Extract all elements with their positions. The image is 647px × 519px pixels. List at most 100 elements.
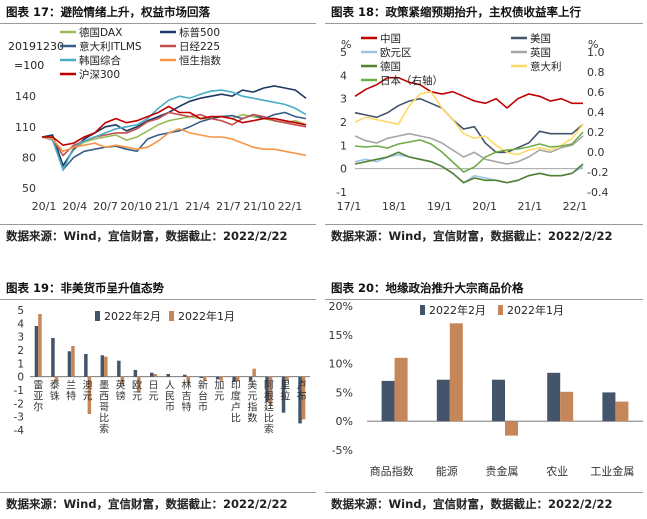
bar: [87, 376, 92, 414]
chart-title: 图表 18：政策紧缩预期抬升，主权债收益率上行: [331, 5, 582, 19]
bar: [51, 338, 55, 377]
bar: [38, 314, 42, 377]
title-underline: [0, 299, 316, 300]
y-tick-label: -1: [14, 385, 24, 397]
y-tick-label: 0: [17, 372, 24, 384]
x-tick-label: 20/1: [32, 200, 57, 213]
x-tick-label: 20/7: [93, 200, 118, 213]
series-line: [41, 89, 307, 172]
source-overline: [0, 492, 316, 493]
y-tick-label: 20%: [329, 300, 353, 313]
y2-tick-label: 0.0: [587, 146, 605, 159]
bar: [153, 374, 157, 377]
title-underline: [325, 299, 643, 300]
legend-label: 意大利ITLMS: [79, 40, 142, 53]
bar: [84, 354, 88, 377]
legend-label: 中国: [380, 32, 401, 45]
x-category-label: 加元: [214, 380, 224, 403]
bar: [34, 326, 39, 377]
legend-label: 德国: [380, 60, 401, 73]
y-tick-label: 140: [15, 90, 36, 103]
series-line: [354, 76, 583, 110]
y2-tick-label: -0.4: [587, 186, 608, 199]
bar: [394, 357, 408, 422]
x-category-label: 澳元: [83, 379, 93, 403]
x-tick-label: 21/1: [517, 200, 542, 213]
x-tick-label: 21/4: [185, 200, 210, 213]
bar: [54, 376, 59, 382]
series-line: [354, 131, 584, 173]
x-category-label: 能源: [436, 464, 458, 478]
y2-tick-label: 0.8: [587, 66, 605, 79]
bar: [137, 376, 141, 393]
y-tick-label: -4: [14, 425, 25, 437]
chart-19-plot: -4-3 -2-10 123 45 雷亚尔泰铢兰特澳元墨西哥比索英镑欧元日元人民币林吉特…: [14, 305, 310, 437]
x-category-label: 新台币: [198, 379, 208, 414]
bar: [71, 346, 75, 377]
chart-panel-18: 图表 18：政策紧缩预期抬升，主权债收益率上行 -1 0 1 2 3 4 5 -0.4 -0.2…: [325, 0, 647, 250]
bar: [602, 392, 616, 422]
y-tick-label: 0%: [336, 415, 353, 428]
legend-label: 沪深300: [79, 68, 120, 81]
y-tick-label: 4: [17, 318, 24, 330]
bar: [436, 379, 450, 422]
x-tick-label: 21/10: [243, 200, 275, 213]
legend-label: 日本（右轴）: [380, 74, 443, 87]
x-tick-label: 18/1: [382, 200, 407, 213]
chart-source: 数据来源：Wind，宜信财富，数据截止：2022/2/22: [6, 497, 288, 511]
bar: [232, 376, 236, 382]
y-tick-label: 10%: [329, 358, 353, 371]
left-unit-label: %: [341, 38, 351, 51]
x-category-label: 阿根廷比索: [264, 380, 274, 436]
bar: [268, 376, 273, 406]
x-tick-label: 20/10: [120, 200, 152, 213]
legend-swatch: [498, 305, 503, 315]
y-tick-label: 4: [340, 69, 347, 82]
legend-label: 美国: [530, 32, 551, 45]
chart-title: 图表 17：避险情绪上升，权益市场回落: [6, 5, 211, 19]
legend-label: 英国: [530, 46, 551, 59]
bar: [199, 376, 203, 378]
x-category-label: 贵金属: [486, 464, 519, 478]
chart-18-plot: -1 0 1 2 3 4 5 -0.4 -0.2 0.0 0.2 0.4 0.6 0.8 1.0% % 17/1…: [336, 32, 608, 213]
chart-panel-20: 图表 20：地缘政治推升大宗商品价格 -5% 0% 5% 10% 15% 20% 商品指数 能…: [325, 276, 647, 519]
chart-20-plot: -5% 0% 5% 10% 15% 20% 商品指数 能源 贵金属 农业 工业金属 2022年2月 20…: [329, 300, 643, 478]
bar: [166, 374, 170, 377]
x-category-label: 墨西哥比索: [99, 380, 109, 436]
bar: [215, 376, 220, 380]
right-unit-label: %: [588, 38, 598, 51]
series-line: [41, 113, 307, 168]
y2-tick-label: -0.2: [587, 166, 608, 179]
chart-source: 数据来源：Wind，宜信财富，数据截止：2022/2/22: [6, 229, 288, 243]
x-category-label: 雷亚尔: [33, 380, 43, 414]
bar: [120, 376, 125, 385]
y-tick-label: 5: [340, 46, 347, 59]
y-tick-label: 3: [340, 93, 347, 106]
y-tick-label: -5%: [332, 444, 353, 457]
bar: [186, 376, 190, 384]
x-category-label: 泰铢: [50, 379, 60, 403]
note-label: 20191230: [8, 40, 64, 53]
x-category-label: 兰特: [66, 379, 76, 403]
x-category-label: 里拉: [280, 380, 290, 403]
bar: [117, 360, 121, 377]
legend-label: 2022年2月: [429, 303, 486, 317]
y-tick-label: 1: [340, 139, 347, 152]
legend-label: 德国DAX: [79, 26, 122, 39]
y2-tick-label: 1.0: [587, 46, 605, 59]
bar: [265, 376, 269, 402]
y-tick-label: -1: [336, 186, 347, 199]
bar: [492, 379, 505, 422]
bar: [381, 380, 395, 422]
x-tick-label: 21/7: [216, 200, 241, 213]
y-tick-label: 50: [22, 182, 36, 195]
chart-source: 数据来源：Wind，宜信财富，数据截止：2022/2/22: [331, 229, 613, 243]
x-category-label: 美元指数: [247, 379, 257, 425]
bar: [298, 376, 302, 424]
chart-title: 图表 20：地缘政治推升大宗商品价格: [331, 281, 524, 295]
y-tick-label: 2: [340, 116, 347, 129]
source-overline: [325, 224, 643, 225]
bar: [547, 372, 561, 422]
title-underline: [0, 23, 316, 24]
y-tick-label: 1: [17, 358, 24, 370]
